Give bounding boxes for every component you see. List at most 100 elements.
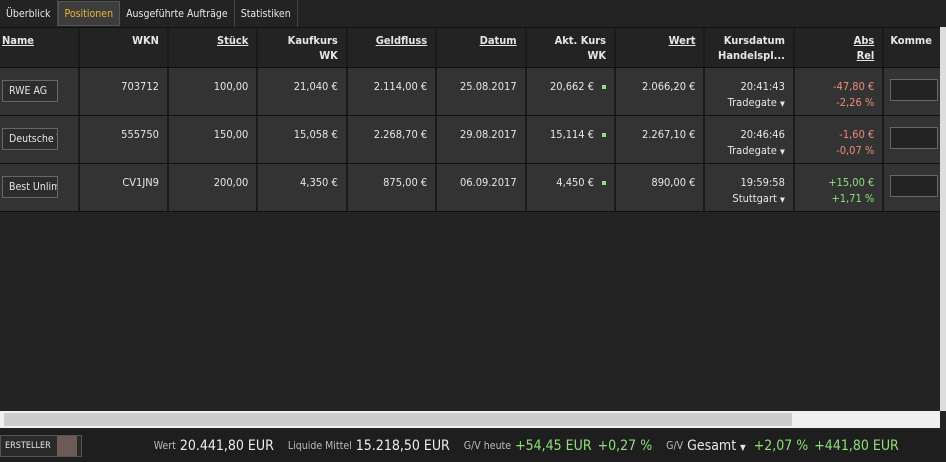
column-header: Komme (890, 34, 932, 47)
ersteller-button[interactable]: ERSTELLER (0, 435, 82, 457)
gv-label: G/V (666, 440, 684, 452)
column-header[interactable]: Stück (169, 28, 259, 67)
gv-gesamt-rel: +2,07 % (753, 438, 809, 454)
gv-abs: -47,80 € (832, 80, 875, 93)
gv-cell: -47,80 € -2,26 % (795, 68, 885, 115)
chevron-down-icon: ▼ (780, 148, 785, 156)
status-bar: ERSTELLER Wert 20.441,80 EUR Liquide Mit… (0, 430, 946, 462)
stueck-cell: 100,00 (169, 68, 259, 115)
kaufkurs-cell: 21,040 € (258, 68, 348, 115)
name-button[interactable]: Deutsche Telekom (2, 128, 58, 150)
gv-abs: +15,00 € (828, 176, 875, 189)
wkn-cell: CV1JN9 (80, 164, 169, 211)
kursdatum-cell: 20:46:46 Tradegate ▼ (705, 116, 795, 163)
chevron-down-icon: ▼ (740, 443, 746, 452)
kaufkurs-cell: 15,058 € (258, 116, 348, 163)
gv-heute-label: G/V heute (463, 440, 512, 452)
kurs-value: 15,114 € (549, 128, 595, 141)
tab-1[interactable]: Positionen (57, 1, 121, 26)
gv-gesamt-abs: +441,80 EUR (814, 438, 899, 454)
name-button[interactable]: RWE AG (2, 80, 58, 102)
wert-cell: 2.267,10 € (616, 116, 706, 163)
column-header[interactable]: Geldfluss (348, 28, 438, 67)
tab-3[interactable]: Statistiken (235, 0, 298, 27)
geldfluss-cell: 2.114,00 € (348, 68, 438, 115)
kommentar-cell (884, 116, 940, 163)
kurs-zeit: 20:46:46 (740, 128, 785, 141)
wkn-cell: 703712 (80, 68, 169, 115)
kurs-zeit: 20:41:43 (740, 80, 785, 93)
kommentar-input[interactable] (890, 175, 939, 197)
handelsplatz-select[interactable]: Tradegate ▼ (727, 96, 785, 109)
kurs-cell: 15,114 € (527, 116, 617, 163)
gv-cell: +15,00 € +1,71 % (795, 164, 885, 211)
gv-rel: +1,71 % (831, 192, 875, 205)
tab-2[interactable]: Ausgeführte Aufträge (120, 0, 235, 27)
kursdatum-cell: 19:59:58 Stuttgart ▼ (705, 164, 795, 211)
name-cell: Deutsche Telekom (0, 116, 80, 163)
wert-label: Wert (153, 440, 176, 452)
stueck-cell: 200,00 (169, 164, 259, 211)
positions-table: Name WKN Stück Kaufkurs WK Geldfluss Datum Akt.… (0, 27, 940, 212)
scrollbar-thumb[interactable] (4, 413, 792, 426)
datum-cell: 06.09.2017 (437, 164, 527, 211)
kommentar-input[interactable] (890, 127, 939, 149)
column-header: Kaufkurs WK (258, 28, 348, 67)
gv-heute-abs: +54,45 EUR (515, 438, 592, 454)
column-header[interactable]: Datum (437, 28, 527, 67)
gv-rel: -0,07 % (836, 144, 875, 157)
table-row[interactable]: RWE AG 703712 100,00 21,040 € 2.114,00 €… (0, 68, 940, 116)
name-cell: Best Unlimited (0, 164, 80, 211)
gv-heute-rel: +0,27 % (597, 438, 653, 454)
table-row[interactable]: Best Unlimited CV1JN9 200,00 4,350 € 875… (0, 164, 940, 212)
name-button[interactable]: Best Unlimited (2, 176, 58, 198)
column-header: WKN (80, 28, 169, 67)
wert-cell: 2.066,20 € (616, 68, 706, 115)
kurs-cell: 4,450 € (527, 164, 617, 211)
wert-value: 20.441,80 EUR (179, 438, 274, 454)
geldfluss-cell: 2.268,70 € (348, 116, 438, 163)
column-header: Kursdatum Handelspl... (705, 28, 795, 67)
status-dot-icon (602, 133, 607, 137)
chevron-down-icon: ▼ (780, 100, 785, 108)
chevron-down-icon: ▼ (780, 196, 785, 204)
gv-period-select[interactable]: Gesamt ▼ (687, 438, 746, 454)
status-dot-icon (602, 181, 607, 185)
column-header[interactable]: Wert (616, 28, 706, 67)
handelsplatz-select[interactable]: Stuttgart ▼ (732, 192, 785, 205)
stueck-cell: 150,00 (169, 116, 259, 163)
kommentar-input[interactable] (890, 79, 939, 101)
avatar (56, 436, 77, 456)
kurs-zeit: 19:59:58 (740, 176, 785, 189)
liquide-label: Liquide Mittel (287, 440, 352, 452)
vertical-scrollbar[interactable] (940, 27, 946, 411)
geldfluss-cell: 875,00 € (348, 164, 438, 211)
name-cell: RWE AG (0, 68, 80, 115)
wert-cell: 890,00 € (616, 164, 706, 211)
tab-bar: Überblick Positionen Ausgeführte Aufträge S… (0, 0, 298, 27)
liquide-value: 15.218,50 EUR (355, 438, 450, 454)
kursdatum-cell: 20:41:43 Tradegate ▼ (705, 68, 795, 115)
column-header[interactable]: Name (0, 28, 80, 67)
gv-rel: -2,26 % (836, 96, 875, 109)
table-row[interactable]: Deutsche Telekom 555750 150,00 15,058 € … (0, 116, 940, 164)
status-dot-icon (602, 85, 607, 89)
gv-cell: -1,60 € -0,07 % (795, 116, 885, 163)
datum-cell: 25.08.2017 (437, 68, 527, 115)
datum-cell: 29.08.2017 (437, 116, 527, 163)
gv-abs: -1,60 € (839, 128, 875, 141)
ersteller-label: ERSTELLER (5, 441, 51, 451)
kommentar-cell (884, 164, 940, 211)
table-header: Name WKN Stück Kaufkurs WK Geldfluss Datum Akt.… (0, 28, 940, 68)
tab-0[interactable]: Überblick (0, 0, 58, 27)
kaufkurs-cell: 4,350 € (258, 164, 348, 211)
handelsplatz-select[interactable]: Tradegate ▼ (727, 144, 785, 157)
column-header: Akt. Kurs WK (527, 28, 617, 67)
column-header[interactable]: Abs Rel (795, 28, 885, 67)
kurs-value: 4,450 € (556, 176, 595, 189)
kurs-cell: 20,662 € (527, 68, 617, 115)
kommentar-cell (884, 68, 940, 115)
kurs-value: 20,662 € (549, 80, 595, 93)
horizontal-scrollbar[interactable] (0, 411, 940, 428)
wkn-cell: 555750 (80, 116, 169, 163)
